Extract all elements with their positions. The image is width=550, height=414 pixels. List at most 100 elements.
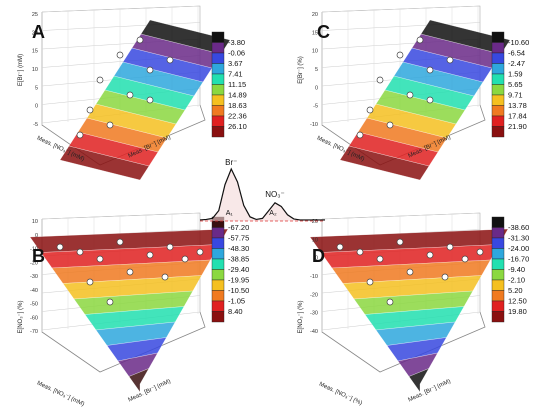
colorbar-label: -3.80 [228,38,245,47]
colorbar-swatch [211,73,225,85]
z-tick-label: -40 [30,288,38,294]
colorbar-label: -1.05 [228,297,245,306]
z-tick-label: -40 [310,329,318,335]
colorbar-swatch [211,237,225,249]
data-point [376,255,384,263]
z-tick-labels: 20 15 10 5 0 -5 -10 [310,12,318,128]
z-tick-label: 20 [312,12,318,18]
colorbar-label: -38.60 [508,223,529,232]
data-point [336,243,344,251]
z-tick-label: -10 [310,274,318,280]
colorbar-swatch [491,84,505,96]
colorbar-label: -9.40 [508,265,525,274]
data-point [146,96,154,104]
data-point [426,251,434,259]
colorbar-swatch [211,269,225,281]
data-point [86,106,94,114]
colorbar-label: -19.95 [228,276,249,285]
colorbar-swatch [491,94,505,106]
colorbar-label: -6.54 [508,49,525,58]
data-point [196,248,204,256]
colorbar-label: 18.63 [228,101,247,110]
z-tick-label: -60 [30,315,38,321]
data-point [396,238,404,246]
colorbar-swatch [491,237,505,249]
colorbar-swatch [491,258,505,270]
z-tick-labels: 20 10 0 -10 -20 -30 -40 [310,219,318,335]
colorbar-label: -31.30 [508,234,529,243]
data-point [106,121,114,129]
colorbar-swatch [211,42,225,54]
z-tick-label: -20 [310,292,318,298]
z-tick-label: -10 [310,122,318,128]
peak2-label: NO₃⁻ [265,190,284,199]
data-point [136,36,144,44]
colorbar-swatch [491,63,505,75]
colorbar-swatch [211,258,225,270]
z-tick-label: 0 [315,256,318,262]
data-point [396,51,404,59]
data-point [441,273,449,281]
colorbar-label: -2.47 [508,59,525,68]
colorbar-swatch [491,269,505,281]
colorbar-swatch [491,311,505,323]
area1-label: A₁ [226,210,234,217]
data-point [386,121,394,129]
chromatogram-inset: Br⁻ NO₃⁻ A₁ A₂ [199,158,325,222]
colorbar-label: 9.71 [508,91,523,100]
z-tick-label: 15 [32,49,38,55]
colorbar-swatch [211,126,225,138]
colorbar-swatch [211,279,225,291]
data-point [166,243,174,251]
colorbar-swatch [491,52,505,64]
data-point [406,91,414,99]
z-tick-label: -20 [30,260,38,266]
z-tick-label: 10 [32,219,38,225]
panel-letter: B [32,246,45,266]
colorbar-label: 13.78 [508,101,527,110]
colorbar-swatch [491,115,505,127]
chromatogram-line [199,167,325,221]
colorbar-label: 26.10 [228,122,247,131]
colorbar-swatch [491,248,505,260]
surface-band [420,19,511,55]
data-points [336,238,484,306]
data-point [476,248,484,256]
z-tick-label: 10 [312,49,318,55]
z-tick-label: 10 [32,67,38,73]
colorbar-label: -0.06 [228,49,245,58]
colorbar-swatch [491,73,505,85]
colorbar-label: 17.84 [508,112,527,121]
z-axis-label: E[NO₃⁻] (%) [18,301,24,334]
data-point [146,251,154,259]
data-point [96,255,104,263]
data-point [416,36,424,44]
z-tick-label: -50 [30,302,38,308]
data-points [56,238,204,306]
colorbar-swatch [211,84,225,96]
data-point [406,268,414,276]
colorbar-label: 5.20 [508,286,523,295]
y-axis-label: Meas. [NO₃⁻] (mM) [36,380,85,407]
colorbar-label: 12.50 [508,297,527,306]
z-tick-label: -5 [313,104,318,110]
colorbar-swatch [491,31,505,43]
peak1-label: Br⁻ [225,158,237,167]
data-point [76,248,84,256]
surface [59,19,231,181]
z-tick-label: -5 [33,122,38,128]
data-point [116,51,124,59]
colorbar-label: 14.89 [228,91,247,100]
z-tick-label: 20 [32,30,38,36]
data-point [426,66,434,74]
data-point [96,76,104,84]
z-tick-label: 0 [35,104,38,110]
colorbar-swatch [491,42,505,54]
colorbar-label: -29.40 [228,265,249,274]
colorbar-label: -10.50 [228,286,249,295]
data-point [126,91,134,99]
colorbar-label: 1.59 [508,70,523,79]
